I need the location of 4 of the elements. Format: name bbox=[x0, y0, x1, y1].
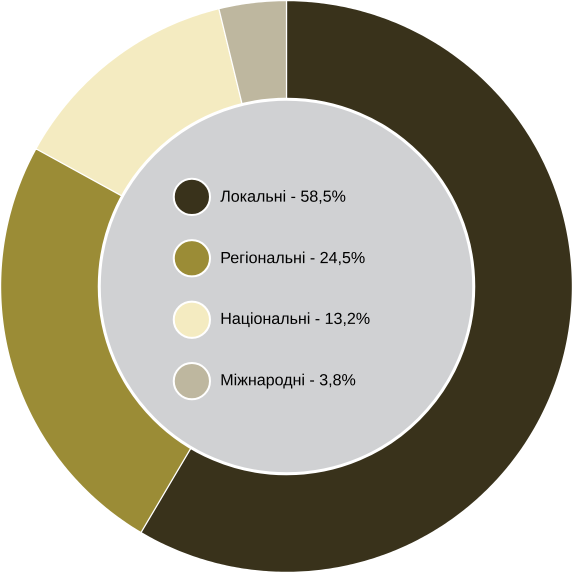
legend-label: Національні - 13,2% bbox=[222, 312, 370, 328]
legend-label: Міжнародні - 3,8% bbox=[222, 374, 356, 389]
legend-label: Регіональні - 24,5% bbox=[222, 251, 365, 266]
legend-label: Локальні - 58,5% bbox=[220, 190, 346, 204]
